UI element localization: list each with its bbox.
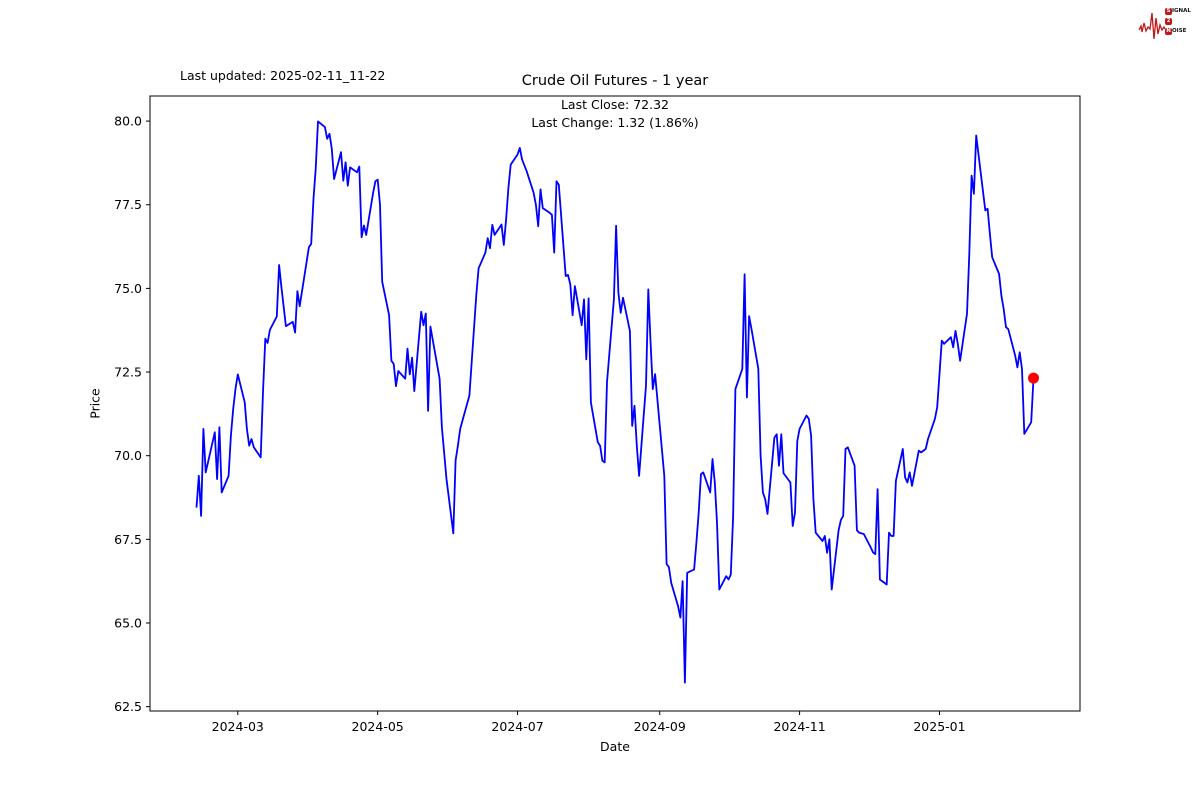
x-tick-label: 2024-07 — [491, 719, 543, 734]
y-tick-label: 65.0 — [114, 615, 142, 630]
y-tick-label: 80.0 — [114, 114, 142, 129]
last-close-annotation: Last Close: 72.32 — [560, 97, 670, 112]
x-tick-label: 2024-03 — [212, 719, 264, 734]
y-axis-label: Price — [87, 388, 103, 419]
y-tick-label: 62.5 — [114, 699, 142, 714]
waveform-icon — [1138, 12, 1166, 40]
axes-frame — [149, 95, 1081, 712]
y-tick-label: 75.0 — [114, 281, 142, 296]
signal2noise-logo: S IGNAL 2 N OISE — [1138, 4, 1194, 46]
logo-letterbox-2: 2 — [1165, 17, 1172, 25]
last-updated-text: Last updated: 2025-02-11_11-22 — [180, 68, 386, 83]
logo-row-signal: S IGNAL — [1165, 7, 1191, 15]
logo-letterbox-s: S — [1165, 7, 1172, 15]
last-close-marker — [1028, 372, 1039, 384]
x-tick-label: 2024-05 — [352, 719, 404, 734]
logo-row-2: 2 — [1165, 17, 1191, 26]
y-tick-label: 67.5 — [114, 532, 142, 547]
chart-title: Crude Oil Futures - 1 year — [521, 73, 709, 89]
x-tick-label: 2024-09 — [634, 719, 686, 734]
x-tick-label: 2025-01 — [913, 719, 965, 734]
y-tick-label: 70.0 — [114, 448, 142, 463]
price-line — [195, 120, 1035, 684]
x-axis-label: Date — [600, 739, 630, 754]
logo-letterbox-n: N — [1165, 27, 1172, 35]
x-tick-label: 2024-11 — [773, 719, 825, 734]
logo-row-noise: N OISE — [1165, 27, 1187, 35]
last-change-annotation: Last Change: 1.32 (1.86%) — [531, 115, 699, 130]
y-tick-label: 72.5 — [114, 365, 142, 380]
y-tick-label: 77.5 — [114, 197, 142, 212]
